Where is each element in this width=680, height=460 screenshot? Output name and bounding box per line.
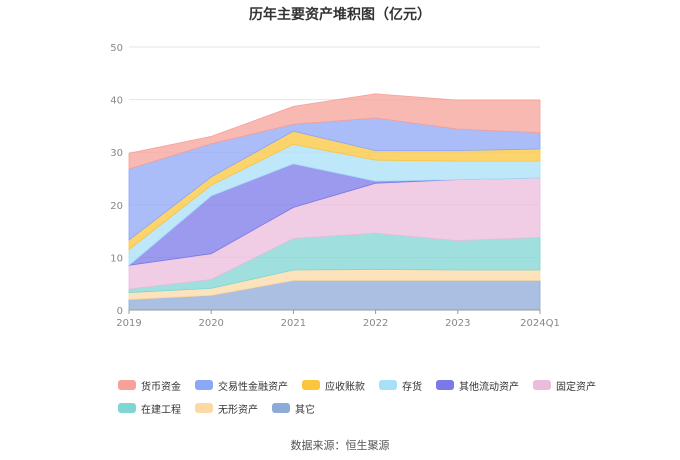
data-source-note: 数据来源：恒生聚源 bbox=[290, 439, 390, 452]
legend-item[interactable]: 其他流动资产 bbox=[436, 378, 519, 393]
legend-label: 其他流动资产 bbox=[459, 381, 519, 393]
legend-swatch bbox=[379, 380, 397, 390]
legend-label: 在建工程 bbox=[141, 404, 181, 416]
legend-swatch bbox=[533, 380, 551, 390]
chart-title: 历年主要资产堆积图（亿元） bbox=[249, 7, 431, 23]
x-tick-label: 2022 bbox=[363, 318, 388, 329]
area-series-货币资金 bbox=[128, 93, 541, 170]
legend-row: 在建工程 无形资产 其它 bbox=[118, 401, 588, 416]
legend-swatch bbox=[195, 403, 213, 413]
legend-swatch bbox=[118, 380, 136, 390]
x-tick-label: 2023 bbox=[445, 318, 470, 329]
axis-layer: 0 10 20 30 40 50 2019 2020 2021 2022 2023 2024Q1 bbox=[110, 43, 560, 329]
y-tick-label: 0 bbox=[117, 306, 123, 317]
legend-item[interactable]: 固定资产 bbox=[533, 378, 596, 393]
legend-swatch bbox=[302, 380, 320, 390]
legend-swatch bbox=[118, 403, 136, 413]
y-tick-label: 50 bbox=[110, 43, 123, 54]
y-tick-label: 40 bbox=[110, 96, 123, 107]
legend-swatch bbox=[195, 380, 213, 390]
legend-label: 应收账款 bbox=[325, 381, 365, 393]
area-layer bbox=[127, 93, 541, 311]
legend-swatch bbox=[272, 403, 290, 413]
y-tick-label: 30 bbox=[110, 148, 123, 159]
legend-label: 无形资产 bbox=[218, 404, 258, 416]
legend-row: 货币资金 交易性金融资产 应收账款 存货 其他流动资产 固定资产 bbox=[118, 378, 596, 393]
legend: 货币资金 交易性金融资产 应收账款 存货 其他流动资产 固定资产 在建工程 无形资产 其它 bbox=[118, 378, 596, 424]
legend-item[interactable]: 无形资产 bbox=[195, 401, 258, 416]
legend-swatch bbox=[436, 380, 454, 390]
legend-label: 交易性金融资产 bbox=[218, 381, 288, 393]
legend-item[interactable]: 其它 bbox=[272, 401, 315, 416]
x-tick-label: 2020 bbox=[198, 318, 223, 329]
legend-label: 其它 bbox=[295, 404, 315, 416]
legend-label: 货币资金 bbox=[141, 381, 181, 393]
legend-item[interactable]: 在建工程 bbox=[118, 401, 181, 416]
legend-item[interactable]: 存货 bbox=[379, 378, 422, 393]
legend-label: 固定资产 bbox=[556, 381, 596, 393]
legend-item[interactable]: 货币资金 bbox=[118, 378, 181, 393]
legend-item[interactable]: 交易性金融资产 bbox=[195, 378, 288, 393]
x-tick-label: 2019 bbox=[116, 318, 141, 329]
x-tick-label: 2024Q1 bbox=[520, 318, 560, 329]
legend-item[interactable]: 应收账款 bbox=[302, 378, 365, 393]
y-tick-label: 10 bbox=[110, 253, 123, 264]
y-tick-label: 20 bbox=[110, 201, 123, 212]
legend-label: 存货 bbox=[402, 381, 422, 393]
x-tick-label: 2021 bbox=[281, 318, 306, 329]
